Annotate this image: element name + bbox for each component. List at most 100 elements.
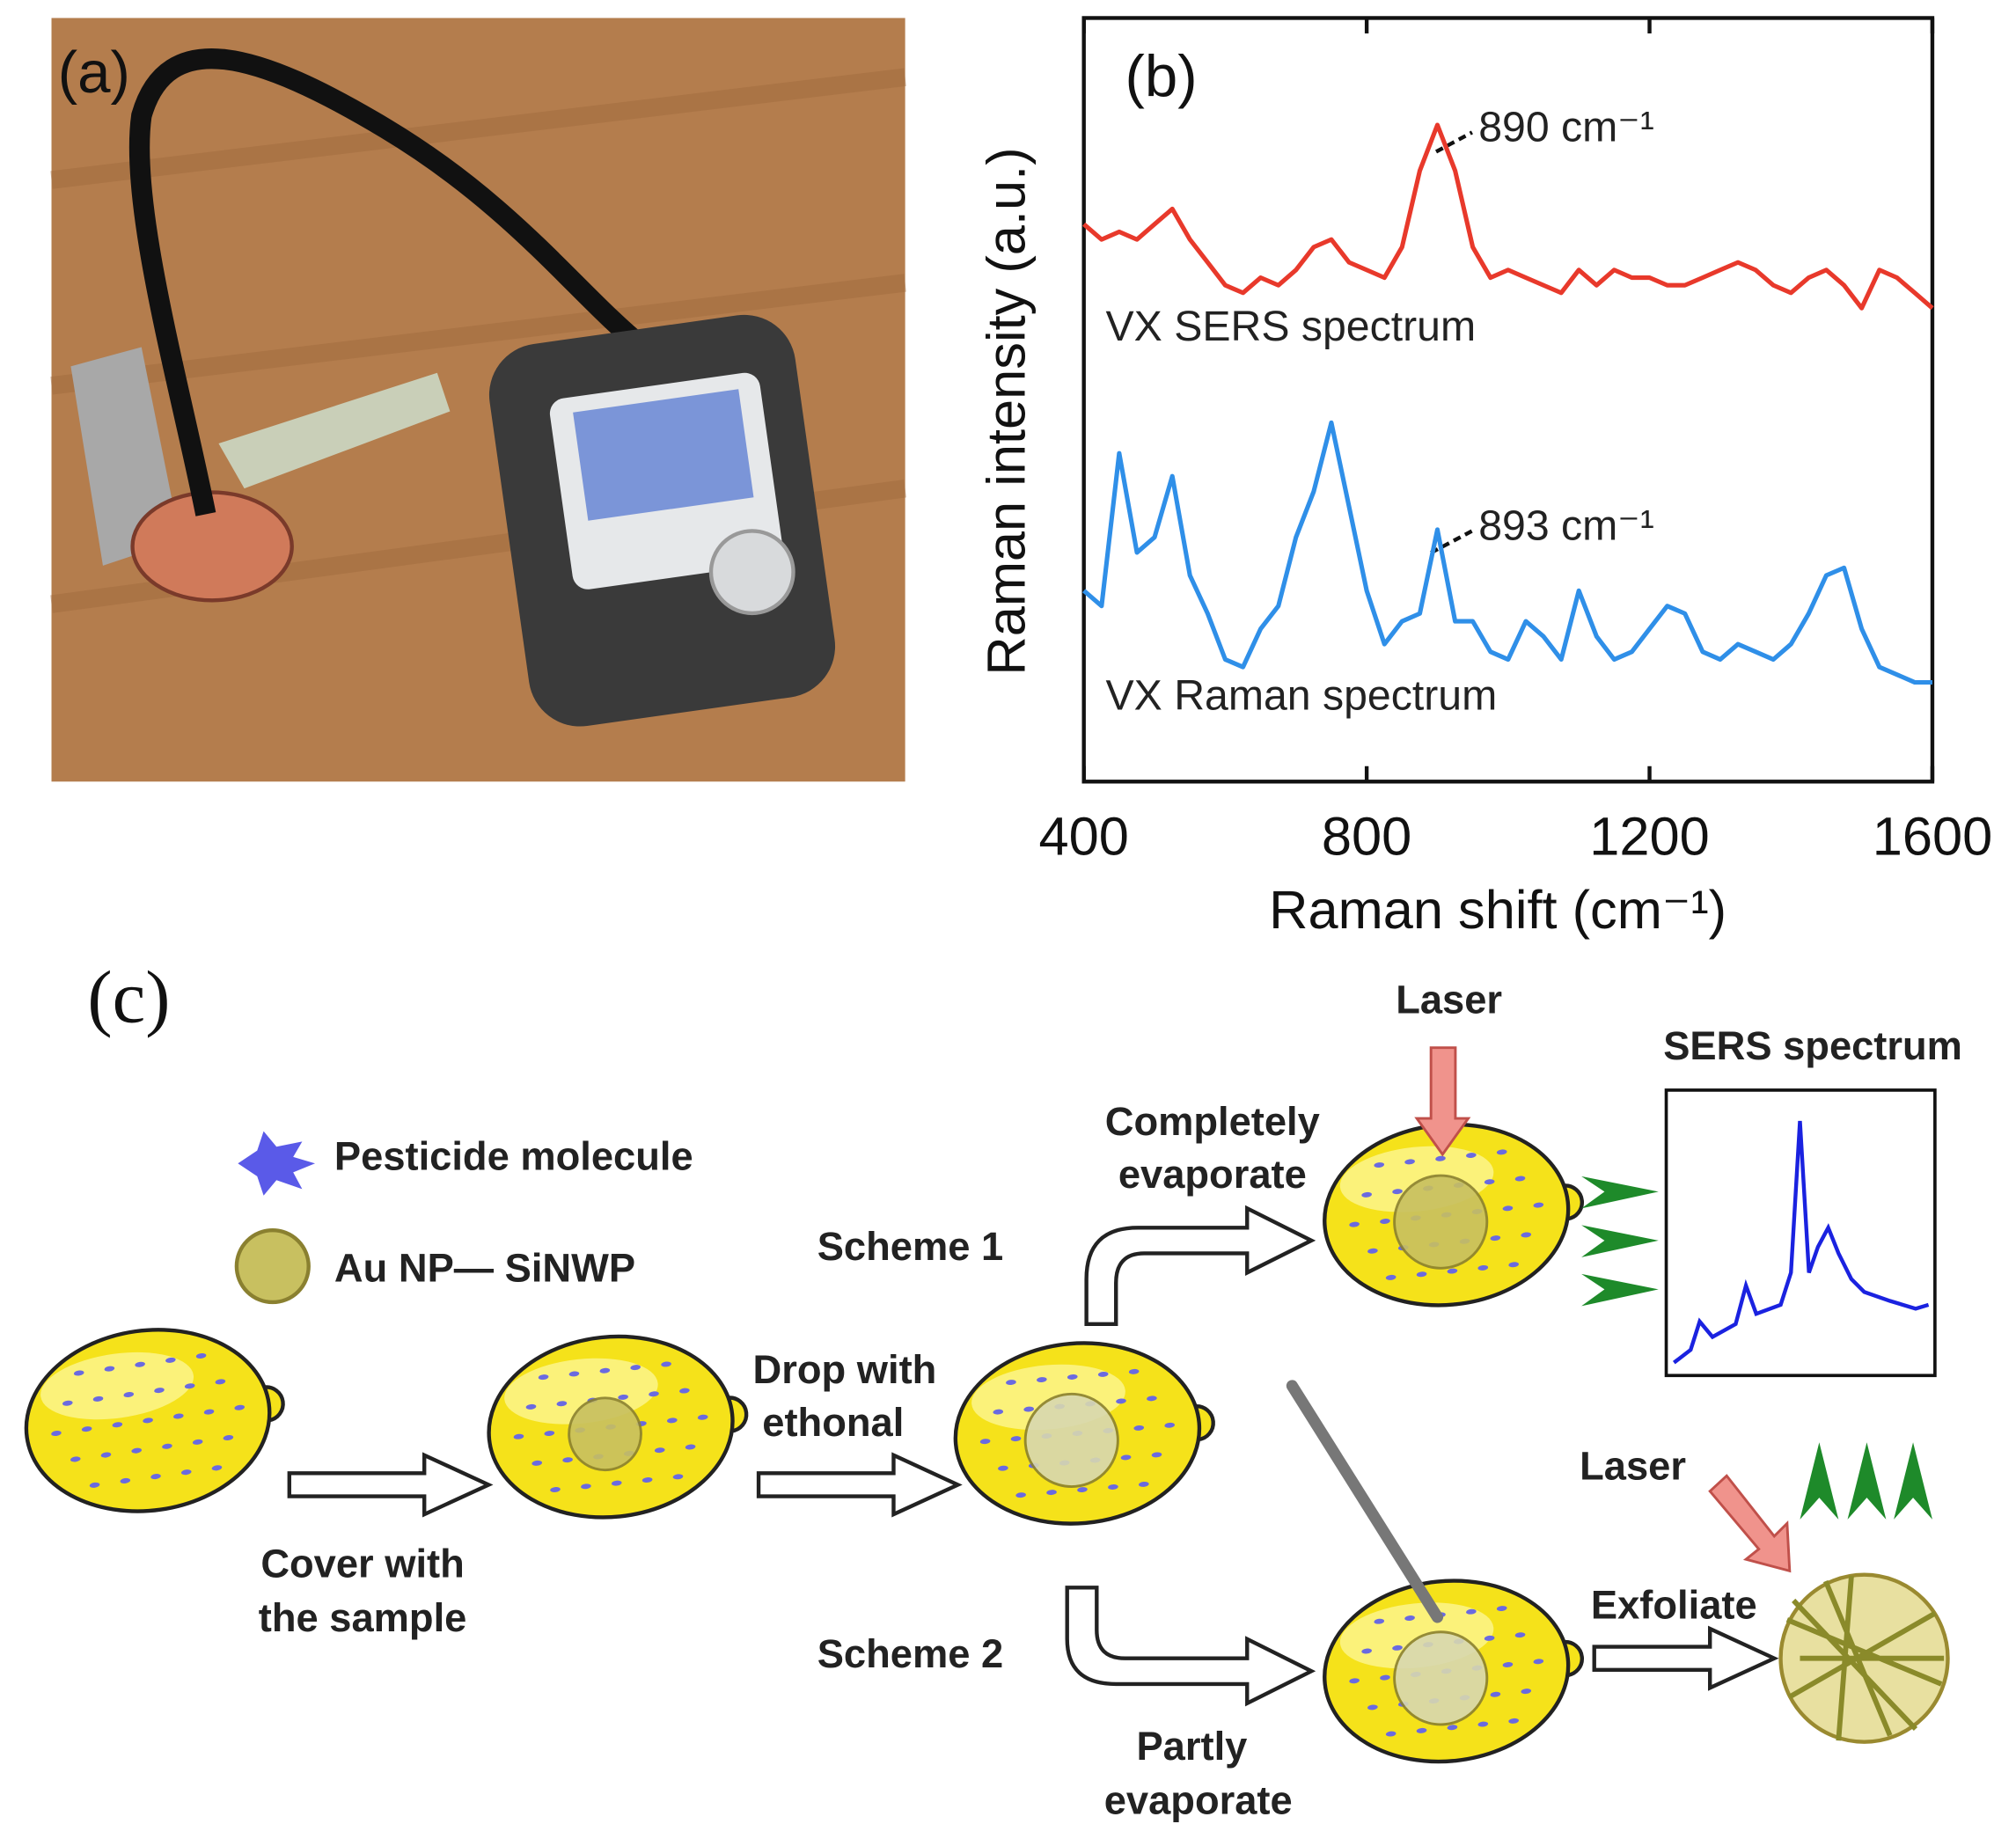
molecule-dot [1502,1205,1514,1212]
y-axis-label: Raman intensity (a.u.) [976,147,1037,675]
signal-arrow [1847,1442,1887,1520]
molecule-dot [568,1371,580,1377]
molecule-dot [100,1452,112,1458]
x-tick-label: 400 [1039,807,1129,868]
lemon-shine [40,1352,194,1420]
molecule-dot [123,1392,135,1398]
arrow [756,1452,963,1518]
molecule-dot [1404,1159,1415,1165]
molecule-dot [1015,1492,1026,1498]
molecule-dot [1380,1674,1390,1681]
step-label: evaporate [1104,1777,1293,1822]
molecule-dot [1097,1371,1109,1377]
molecule-dot [1508,1718,1519,1724]
molecule-dot [1128,1368,1140,1374]
device-keypad [708,529,795,616]
spectrum-line [1082,420,1932,685]
molecule-dot [1490,1235,1501,1242]
molecule-dot [184,1383,195,1389]
molecule-dot [1120,1454,1132,1461]
molecule-dot [1361,1648,1372,1654]
molecule-dot [562,1457,573,1463]
signal-arrow [1581,1225,1659,1257]
molecule-dot [630,1365,641,1371]
photo: (a) [50,18,906,782]
molecule-dot [73,1370,84,1376]
panel-label: (a) [58,40,130,106]
laser-beam [1708,1474,1792,1573]
molecule-dot [544,1431,555,1437]
laser-label: Laser [1580,1444,1686,1489]
nanoparticle-patch [1393,1630,1489,1726]
molecule-dot [195,1352,207,1359]
molecule-dot [1416,1727,1427,1733]
signal-arrow [1581,1176,1659,1209]
molecule-dot [1496,1606,1507,1612]
molecule-dot [679,1388,690,1394]
molecule-dot [1374,1162,1385,1168]
lemon [24,1328,285,1513]
peak-annotation: 890 cm⁻¹ [1478,104,1654,151]
molecule-dot [525,1403,537,1410]
molecule-dot [1116,1398,1126,1404]
molecule-dot [1077,1487,1088,1493]
molecule-dot [165,1357,176,1363]
molecule-dot [1447,1268,1458,1274]
molecule-dot [1349,1678,1360,1684]
molecule-dot [556,1401,568,1407]
molecule-dot [1067,1374,1078,1380]
molecule-dot [1514,1632,1526,1638]
scheme-label: Scheme 2 [817,1631,1003,1676]
molecule-dot [538,1374,549,1381]
molecule-dot [513,1433,524,1439]
molecule-dot [162,1443,172,1449]
molecule-icon [238,1131,316,1196]
molecule-dot [1108,1484,1118,1490]
molecule-dot [51,1431,62,1437]
molecule-dot [1367,1248,1378,1254]
molecule-dot [1508,1262,1519,1268]
molecule-dot [112,1422,123,1428]
molecule-dot [1385,1731,1397,1737]
step-label: Cover with [260,1542,464,1586]
arrow [1084,1205,1316,1327]
molecule-dot [1046,1490,1057,1496]
molecule-dot [531,1460,543,1466]
molecule-dot [1361,1191,1372,1198]
molecule-dot [104,1366,115,1372]
laser-beam [1414,1046,1471,1157]
lemon [953,1341,1215,1526]
molecule-dot [1466,1153,1477,1159]
lemon [1323,1122,1585,1308]
molecule-dot [62,1400,73,1406]
signal-arrows [1581,1176,1932,1520]
molecule-dot [1139,1481,1149,1487]
diagram: (c) Pesticide molecule Au NP— SiNWP Sche… [24,956,1962,1822]
molecule-dot [211,1465,223,1471]
molecule-dot [70,1456,81,1462]
molecule-dot [1466,1608,1477,1615]
molecule-dot [611,1480,622,1486]
panel-label: (b) [1125,44,1197,110]
molecule-dot [120,1477,131,1483]
molecule-dot [1380,1219,1390,1224]
molecule-dot [661,1361,671,1367]
step-label: Partly [1136,1724,1247,1769]
molecule-dot [1514,1176,1526,1182]
nanoparticle-patch [568,1396,642,1472]
scheme-label: Scheme 1 [817,1224,1003,1269]
panel-label: (c) [87,956,170,1038]
molecule-dot [1496,1149,1507,1155]
molecule-dot [1521,1232,1532,1238]
molecule-dot [581,1483,591,1490]
x-axis-label: Raman shift (cm⁻¹) [1269,880,1726,941]
molecule-dot [1151,1452,1162,1458]
lemon [487,1334,749,1520]
molecule-dot [1521,1689,1532,1695]
molecule-dot [1367,1704,1378,1710]
molecule-dot [223,1435,234,1441]
sample-holder [130,490,294,603]
spectrum-line [1082,122,1934,311]
molecule-dot [1133,1425,1145,1431]
